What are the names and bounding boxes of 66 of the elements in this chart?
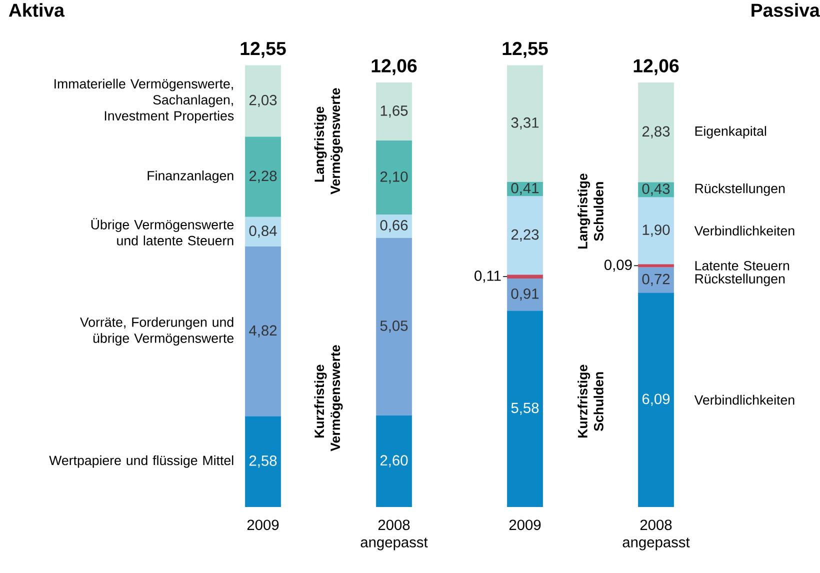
bar — [245, 65, 281, 137]
series-label: Immaterielle Vermögenswerte, Sachanlagen, Investment Properties — [54, 78, 234, 124]
data-label: 2,60 — [380, 455, 408, 468]
total-label: 12,55 — [240, 42, 286, 58]
data-label: 0,91 — [511, 288, 539, 301]
data-label: 5,58 — [511, 402, 539, 415]
series-label: Latente Steuern — [695, 260, 790, 270]
total-label: 12,55 — [502, 42, 548, 58]
bar — [507, 274, 543, 279]
data-label: 4,82 — [249, 325, 277, 338]
total-label: 12,06 — [634, 59, 679, 76]
data-label: 0,41 — [511, 182, 539, 196]
bar — [507, 278, 543, 311]
series-label: Rückstellungen — [695, 183, 785, 196]
data-label: 6,09 — [642, 394, 670, 406]
series-label: Vorräte, Forderungen und übrige Vermögenswerte — [80, 317, 234, 346]
data-label: 0,09 — [604, 260, 632, 272]
data-label: 0,43 — [642, 184, 670, 196]
bar — [638, 82, 674, 182]
data-label: 2,28 — [249, 170, 277, 183]
series-label: Wertpapiere und flüssige Mittel — [49, 455, 234, 468]
series-label: Finanzanlagen — [148, 170, 234, 184]
annotation: Kurzfristige Schulden — [578, 364, 604, 438]
series-label: Verbindlichkeiten — [694, 226, 794, 236]
data-label: 0,72 — [642, 274, 670, 286]
text: Passiva — [752, 3, 820, 17]
annotation: Kurzfristige Vermögenswerte — [314, 345, 343, 452]
data-label: 1,90 — [642, 224, 670, 237]
bar — [376, 140, 412, 214]
data-label: 5,05 — [380, 320, 408, 333]
x-tick-label: 2009 — [247, 520, 279, 530]
x-tick-label: 2008 angepasst — [622, 520, 690, 550]
data-label: 0,84 — [249, 226, 277, 238]
x-tick-label: 2009 — [509, 520, 541, 530]
data-label: 0,11 — [474, 270, 501, 283]
series-label: Eigenkapital — [695, 126, 766, 138]
data-label: 2,03 — [249, 94, 277, 108]
data-label: 1,65 — [380, 105, 408, 118]
bar — [638, 292, 674, 507]
bar — [376, 82, 412, 141]
bar — [638, 197, 674, 264]
bar — [376, 415, 412, 507]
bar — [507, 65, 543, 182]
bar — [507, 196, 543, 275]
bar — [245, 416, 281, 507]
x-tick-label: 2008 angepasst — [360, 520, 428, 550]
bar — [245, 216, 281, 247]
annotation: Langfristige Schulden — [578, 174, 604, 249]
data-label: 2,10 — [380, 171, 408, 184]
series-label: Verbindlichkeiten — [694, 394, 794, 405]
bar — [638, 264, 674, 268]
data-label: 2,23 — [511, 229, 539, 242]
bar — [245, 246, 281, 416]
bar — [245, 136, 281, 217]
annotation: Langfristige Vermögenswerte — [314, 88, 343, 194]
series-label: Übrige Vermögenswerte und latente Steuern — [91, 218, 234, 246]
data-label: 2,83 — [642, 126, 670, 138]
data-label: 3,31 — [511, 117, 539, 130]
bar — [507, 310, 543, 507]
data-label: 0,66 — [380, 220, 408, 232]
data-label: 2,58 — [249, 456, 277, 468]
text: Aktiva — [8, 3, 65, 17]
total-label: 12,06 — [372, 59, 417, 76]
bar — [638, 267, 674, 293]
series-label: Rückstellungen — [695, 274, 785, 286]
bar — [376, 238, 412, 416]
